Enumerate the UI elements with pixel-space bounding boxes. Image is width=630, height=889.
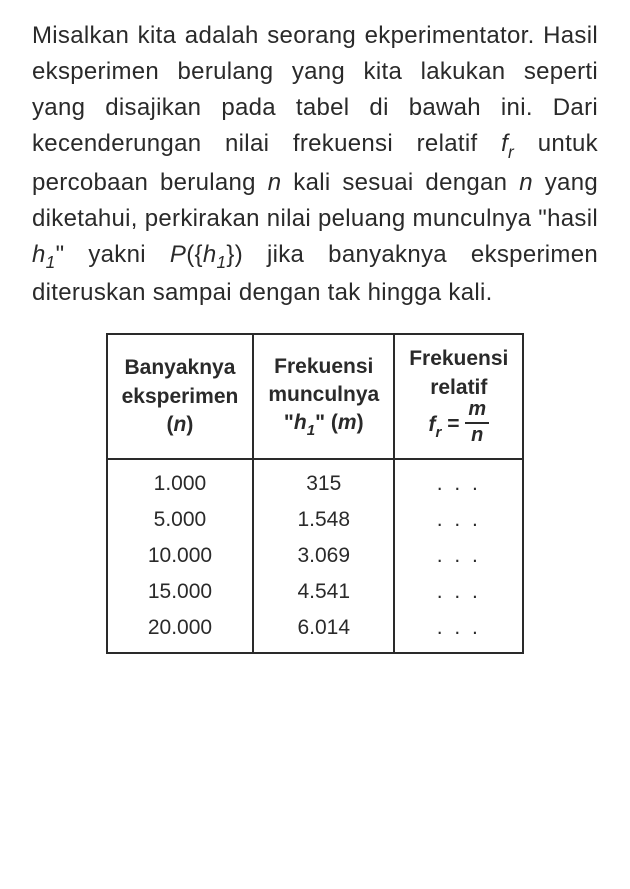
header-text: ) xyxy=(186,413,193,436)
header-text: Frekuensi xyxy=(274,355,373,378)
cell-m: 1.548 xyxy=(253,502,394,538)
h1-base: h xyxy=(203,241,217,268)
fraction-denominator: n xyxy=(465,424,489,446)
col-header-n: Banyaknya eksperimen (n) xyxy=(107,334,254,459)
symbol-n: n xyxy=(519,169,533,196)
header-text: ) xyxy=(357,411,364,434)
problem-passage: Misalkan kita adalah seorang ekperimenta… xyxy=(32,18,598,311)
table-row: 15.000 4.541 . . . xyxy=(107,574,524,610)
table-row: 10.000 3.069 . . . xyxy=(107,538,524,574)
table-row: 20.000 6.014 . . . xyxy=(107,610,524,653)
header-text: Frekuensi xyxy=(409,347,508,370)
fr-base: f xyxy=(429,413,436,436)
symbol-n: n xyxy=(268,169,282,196)
symbol-h1: h1 xyxy=(32,241,56,268)
cell-m: 3.069 xyxy=(253,538,394,574)
equals-sign: = xyxy=(441,413,465,436)
table-row: 1.000 315 . . . xyxy=(107,459,524,502)
cell-m: 6.014 xyxy=(253,610,394,653)
cell-fr: . . . xyxy=(394,538,523,574)
header-text: Banyaknya xyxy=(125,356,236,379)
header-text: " ( xyxy=(315,411,338,434)
table-row: 5.000 1.548 . . . xyxy=(107,502,524,538)
cell-n: 1.000 xyxy=(107,459,254,502)
cell-n: 15.000 xyxy=(107,574,254,610)
col-header-m: Frekuensi munculnya "h1" (m) xyxy=(253,334,394,459)
cell-fr: . . . xyxy=(394,459,523,502)
cell-fr: . . . xyxy=(394,574,523,610)
header-text: " xyxy=(284,411,294,434)
symbol-m: m xyxy=(338,411,357,434)
cell-fr: . . . xyxy=(394,502,523,538)
symbol-h1: h1 xyxy=(203,241,227,268)
header-text: munculnya xyxy=(268,383,379,406)
h1-base: h xyxy=(294,411,307,434)
cell-fr: . . . xyxy=(394,610,523,653)
header-text: relatif xyxy=(430,376,487,399)
symbol-h1: h1 xyxy=(294,411,315,434)
cell-n: 10.000 xyxy=(107,538,254,574)
symbol-n: n xyxy=(174,413,187,436)
fr-sub: r xyxy=(508,142,514,162)
fr-sub: r xyxy=(436,424,442,441)
h1-base: h xyxy=(32,241,46,268)
symbol-fr: fr xyxy=(501,130,514,157)
fr-base: f xyxy=(501,130,508,157)
h1-sub: 1 xyxy=(46,252,56,272)
passage-text: kali sesuai dengan xyxy=(281,169,519,196)
set-open: { xyxy=(194,241,202,268)
set-close: } xyxy=(226,241,234,268)
symbol-P: P xyxy=(170,241,186,268)
col-header-fr: Frekuensi relatif fr = m n xyxy=(394,334,523,459)
header-text: eksperimen xyxy=(122,385,239,408)
passage-text: " yakni xyxy=(56,241,170,268)
cell-m: 4.541 xyxy=(253,574,394,610)
cell-m: 315 xyxy=(253,459,394,502)
fraction: m n xyxy=(465,400,489,446)
table-header-row: Banyaknya eksperimen (n) Frekuensi muncu… xyxy=(107,334,524,459)
h1-sub: 1 xyxy=(307,422,315,439)
cell-n: 20.000 xyxy=(107,610,254,653)
fraction-numerator: m xyxy=(465,400,489,424)
frequency-table: Banyaknya eksperimen (n) Frekuensi muncu… xyxy=(106,333,525,654)
symbol-fr: fr xyxy=(429,413,442,436)
cell-n: 5.000 xyxy=(107,502,254,538)
table-body: 1.000 315 . . . 5.000 1.548 . . . 10.000… xyxy=(107,459,524,653)
header-text: ( xyxy=(167,413,174,436)
h1-sub: 1 xyxy=(216,252,226,272)
